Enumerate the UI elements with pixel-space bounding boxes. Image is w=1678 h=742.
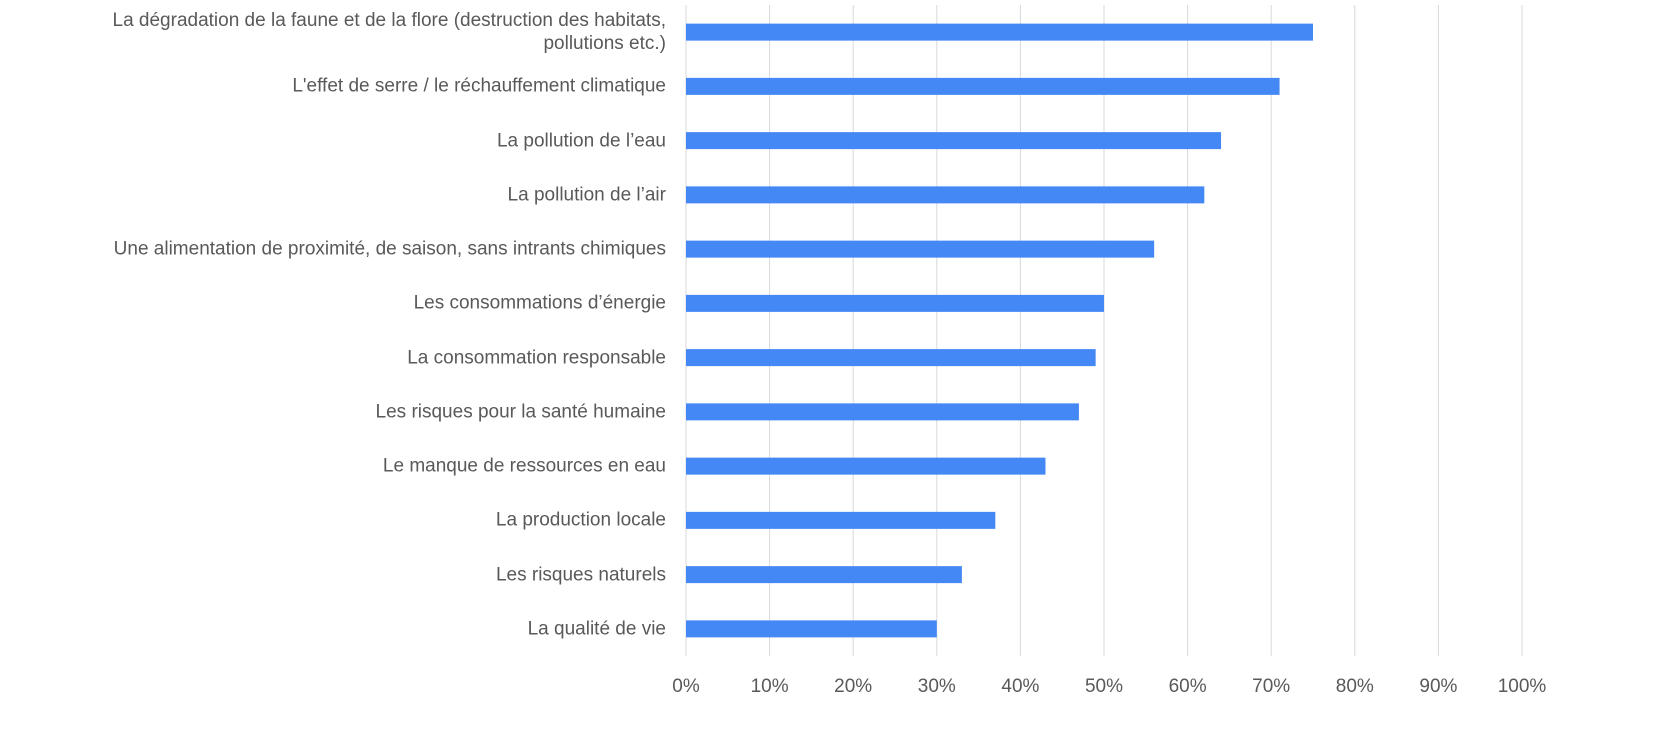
bar	[686, 620, 937, 638]
bar	[686, 511, 996, 529]
x-tick-label: 0%	[672, 676, 700, 697]
x-tick-label: 40%	[1001, 676, 1040, 697]
y-tick-label: La production locale	[495, 509, 666, 531]
x-tick-label: 30%	[917, 676, 956, 697]
y-tick-label: Le manque de ressources en eau	[382, 455, 666, 477]
bar	[686, 457, 1046, 475]
bar	[686, 132, 1222, 150]
y-tick-label: Les risques pour la santé humaine	[375, 401, 666, 423]
x-tick-label: 100%	[1497, 676, 1547, 697]
y-tick-label: La pollution de l’eau	[496, 130, 666, 152]
x-tick-label: 10%	[750, 676, 789, 697]
x-tick-label: 70%	[1252, 676, 1291, 697]
y-tick-label: L'effet de serre / le réchauffement clim…	[292, 75, 666, 97]
bar	[686, 349, 1096, 367]
bar	[686, 77, 1280, 95]
x-tick-label: 80%	[1335, 676, 1374, 697]
x-tick-label: 20%	[834, 676, 873, 697]
y-tick-label: La pollution de l’air	[507, 184, 666, 206]
x-tick-label: 60%	[1168, 676, 1207, 697]
y-tick-label: Les risques naturels	[495, 564, 666, 586]
y-tick-label: La consommation responsable	[407, 347, 666, 369]
x-tick-label: 50%	[1084, 676, 1124, 697]
x-tick-label: 90%	[1419, 676, 1458, 697]
bar	[686, 186, 1205, 204]
bar	[686, 294, 1104, 312]
bar	[686, 23, 1313, 41]
bar	[686, 240, 1155, 258]
y-tick-label: La dégradation de la faune et de la flor…	[112, 10, 667, 55]
bar	[686, 566, 962, 584]
y-tick-label: La qualité de vie	[527, 618, 666, 640]
y-tick-label: Les consommations d’énergie	[413, 292, 666, 314]
y-tick-label: Une alimentation de proximité, de saison…	[113, 238, 666, 260]
bar	[686, 403, 1079, 421]
